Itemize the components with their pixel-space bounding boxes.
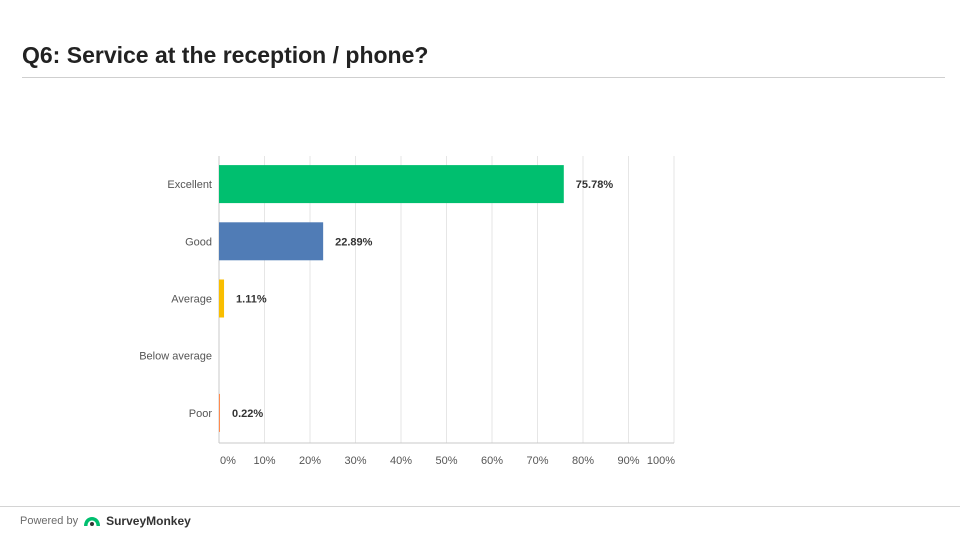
footer-divider: [0, 506, 960, 507]
page-title: Q6: Service at the reception / phone?: [22, 42, 429, 68]
x-tick-label: 0%: [220, 455, 236, 467]
bar-poor: [219, 393, 221, 432]
bar-value-label: 1.11%: [236, 294, 267, 306]
bar-value-label: 0.22%: [232, 408, 263, 420]
brand-name: SurveyMonkey: [106, 514, 191, 528]
bar-excellent: [219, 165, 564, 204]
category-label: Good: [185, 236, 212, 248]
x-tick-label: 80%: [572, 455, 594, 467]
bar-average: [219, 279, 225, 318]
footer: Powered by SurveyMonkey: [20, 514, 191, 528]
x-tick-label: 40%: [390, 455, 412, 467]
category-label: Average: [171, 294, 212, 306]
x-tick-label: 70%: [526, 455, 548, 467]
x-tick-label: 20%: [299, 455, 321, 467]
surveymonkey-logo-icon: [84, 517, 101, 526]
x-tick-label: 10%: [253, 455, 275, 467]
category-label: Below average: [139, 351, 212, 363]
x-tick-label: 30%: [344, 455, 366, 467]
bar-value-label: 22.89%: [335, 236, 373, 248]
bar-chart: 0% 10% 20% 30% 40% 50% 60% 70% 80% 90% 100% Excelle…: [139, 156, 675, 467]
x-tick-label: 50%: [435, 455, 457, 467]
powered-by-label: Powered by: [20, 515, 79, 527]
x-tick-label: 60%: [481, 455, 503, 467]
x-tick-label: 100%: [647, 455, 675, 467]
category-label: Excellent: [167, 179, 212, 191]
x-tick-label: 90%: [617, 455, 639, 467]
title-divider: [22, 77, 945, 78]
bar-value-label: 75.78%: [576, 179, 614, 191]
bar-good: [219, 222, 324, 261]
category-label: Poor: [189, 408, 213, 420]
